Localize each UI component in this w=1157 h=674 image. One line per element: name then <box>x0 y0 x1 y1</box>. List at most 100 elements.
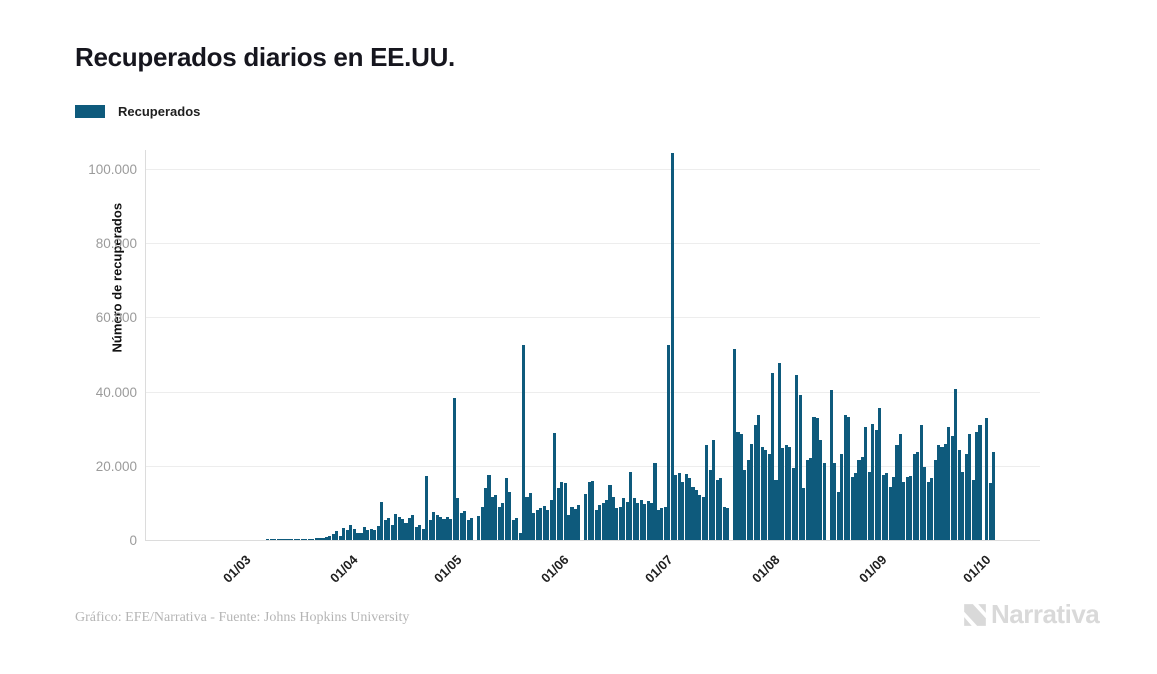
bar <box>767 453 771 540</box>
bar <box>618 506 622 540</box>
bar <box>888 486 892 540</box>
bar <box>418 525 422 540</box>
bar <box>798 394 802 540</box>
legend-label: Recuperados <box>118 104 201 119</box>
bar <box>573 509 577 540</box>
bar <box>698 495 702 540</box>
x-tick-label: 01/07 <box>641 552 676 586</box>
bar <box>847 416 851 540</box>
x-tick-label: 01/09 <box>856 552 890 586</box>
bar <box>283 539 287 540</box>
bar <box>487 475 491 540</box>
bar <box>584 494 588 540</box>
bar <box>715 479 719 540</box>
bar <box>933 459 937 540</box>
bar <box>992 451 996 540</box>
x-axis-line <box>145 540 1040 541</box>
bar <box>300 539 304 540</box>
bar <box>397 516 401 540</box>
bar <box>587 481 591 540</box>
y-axis-line <box>145 150 146 541</box>
bar <box>328 535 332 540</box>
bar <box>864 426 868 540</box>
bar <box>988 483 992 540</box>
bar <box>757 414 761 540</box>
bar <box>656 510 660 540</box>
bar <box>477 515 481 540</box>
bar <box>788 447 792 540</box>
bar <box>705 445 709 540</box>
bar <box>266 539 270 540</box>
bar <box>684 473 688 540</box>
bar <box>625 501 629 540</box>
bar <box>905 476 909 540</box>
bar <box>923 466 927 540</box>
bar <box>660 508 664 540</box>
bar <box>335 531 339 540</box>
bar <box>902 481 906 540</box>
bar <box>663 506 667 540</box>
bar <box>722 506 726 540</box>
bar <box>871 424 875 540</box>
bar <box>563 482 567 540</box>
bar <box>795 375 799 540</box>
bar <box>805 459 809 540</box>
bar <box>777 362 781 540</box>
bar <box>774 479 778 540</box>
bar <box>892 476 896 540</box>
bar <box>853 473 858 540</box>
gridline-80.000 <box>145 243 1040 245</box>
gridline-20.000 <box>145 465 1040 467</box>
bar <box>791 468 795 540</box>
bar <box>369 528 373 540</box>
bar <box>425 476 429 540</box>
bar <box>975 431 979 540</box>
bar <box>383 519 387 540</box>
narrativa-logo: Narrativa <box>962 599 1100 630</box>
bar <box>494 495 498 540</box>
x-tick-label: 01/03 <box>219 552 254 586</box>
bar <box>691 486 695 540</box>
bar <box>677 473 681 540</box>
bar <box>708 469 712 540</box>
bar <box>964 453 968 540</box>
bar <box>670 153 674 540</box>
bar <box>525 496 529 540</box>
bar <box>895 445 899 540</box>
bar <box>646 500 650 540</box>
bar <box>432 511 436 540</box>
bar <box>802 488 806 540</box>
bar <box>878 408 882 540</box>
bar <box>815 418 820 540</box>
bar <box>380 501 384 540</box>
bar <box>470 518 474 540</box>
bar <box>449 519 453 540</box>
bar <box>694 489 698 540</box>
bar <box>598 505 602 540</box>
bar <box>463 510 467 540</box>
bar <box>840 453 844 540</box>
bar <box>439 517 443 540</box>
bar <box>394 514 398 540</box>
y-tick-label: 20.000 <box>95 458 137 474</box>
bar <box>362 527 367 540</box>
bar <box>466 519 470 540</box>
bar <box>293 539 297 540</box>
bar <box>276 539 280 540</box>
bar <box>273 539 277 540</box>
bar <box>342 527 346 540</box>
bar <box>546 509 550 540</box>
bar <box>629 471 633 540</box>
x-tick-label: 01/06 <box>538 552 572 586</box>
bar <box>414 526 418 540</box>
bar <box>511 519 515 540</box>
bar <box>435 515 439 540</box>
bar <box>501 503 505 540</box>
bar <box>483 488 488 540</box>
bar <box>311 538 315 540</box>
bar <box>304 539 308 540</box>
bar <box>881 475 885 540</box>
bar <box>404 523 408 540</box>
bar <box>930 478 934 540</box>
